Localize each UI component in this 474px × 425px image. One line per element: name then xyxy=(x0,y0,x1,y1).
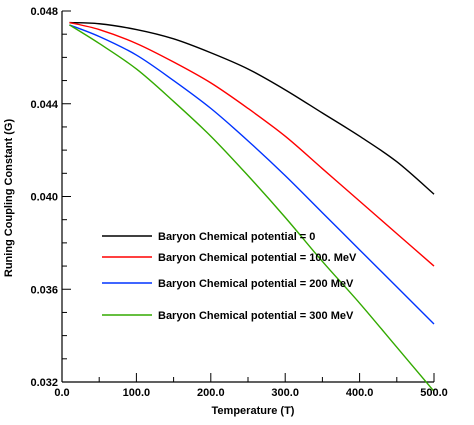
legend-label: Baryon Chemical potential = 300 MeV xyxy=(158,310,354,322)
x-tick-label: 100.0 xyxy=(123,387,151,399)
x-tick-label: 300.0 xyxy=(271,387,299,399)
series-line-3 xyxy=(69,24,435,392)
series-group xyxy=(69,21,435,392)
x-tick-label: 200.0 xyxy=(197,387,225,399)
legend-label: Baryon Chemical potential = 100. MeV xyxy=(158,252,357,264)
series-line-1 xyxy=(69,21,435,267)
x-tick-label: 400.0 xyxy=(346,387,374,399)
legend-label: Baryon Chemical potential = 0 xyxy=(158,231,315,243)
y-tick-labels: 0.032 0.036 0.040 0.044 0.048 xyxy=(30,6,58,389)
y-tick-label: 0.048 xyxy=(30,6,58,18)
y-tick-label: 0.032 xyxy=(30,377,58,389)
series-line-0 xyxy=(69,21,435,195)
y-tick-label: 0.044 xyxy=(30,99,58,111)
x-tick-labels: 0.0 100.0 200.0 300.0 400.0 500.0 xyxy=(54,387,447,399)
x-tick-label: 500.0 xyxy=(420,387,448,399)
y-tick-label: 0.036 xyxy=(30,284,58,296)
series-line-2 xyxy=(69,24,435,325)
x-tick-label: 0.0 xyxy=(54,387,69,399)
x-axis-label: Temperature (T) xyxy=(212,405,295,417)
legend: Baryon Chemical potential = 0 Baryon Chem… xyxy=(102,231,357,322)
y-axis-label: Runing Coupling Constant (G) xyxy=(3,119,15,278)
y-tick-label: 0.040 xyxy=(30,192,58,204)
legend-label: Baryon Chemical potential = 200 MeV xyxy=(158,278,354,290)
axes xyxy=(61,10,435,383)
